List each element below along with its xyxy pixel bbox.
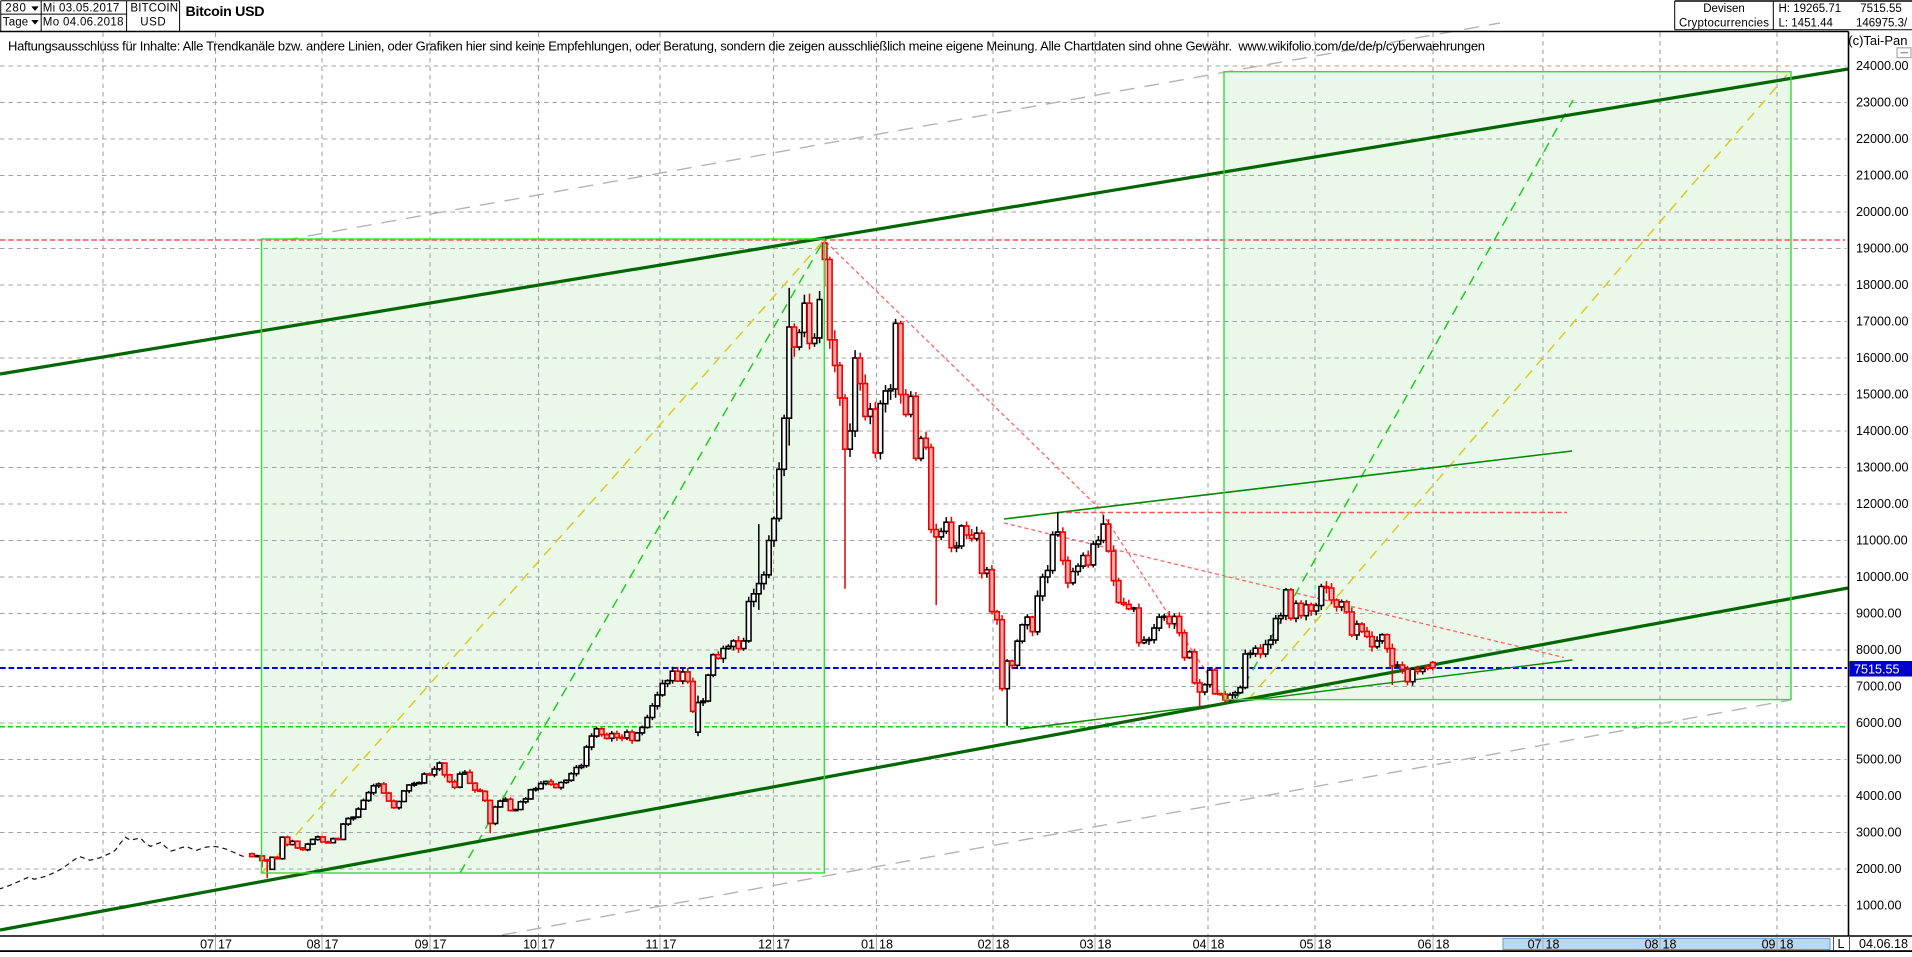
svg-text:Haftungsausschluss für Inhalte: Haftungsausschluss für Inhalte: Alle Tre… [8,39,1485,54]
svg-text:09: 09 [415,938,429,952]
svg-text:18: 18 [1663,938,1677,952]
svg-text:7515.55: 7515.55 [1860,3,1902,15]
svg-text:280: 280 [5,3,26,15]
svg-text:10000.00: 10000.00 [1856,570,1909,584]
svg-text:7515.55: 7515.55 [1854,663,1900,677]
svg-text:L: 1451.44: L: 1451.44 [1779,18,1834,30]
svg-text:20000.00: 20000.00 [1856,205,1909,219]
svg-text:17: 17 [218,938,232,952]
svg-text:146975.3/: 146975.3/ [1856,18,1908,30]
svg-text:21000.00: 21000.00 [1856,169,1909,183]
svg-text:08: 08 [307,938,321,952]
svg-text:USD: USD [140,17,165,29]
svg-text:12000.00: 12000.00 [1856,497,1909,511]
svg-text:L: L [1837,937,1844,951]
svg-text:18: 18 [1780,938,1794,952]
svg-text:09: 09 [1762,938,1776,952]
svg-text:07: 07 [200,938,214,952]
svg-text:Mi 03.05.2017: Mi 03.05.2017 [43,3,120,15]
svg-text:17: 17 [541,938,555,952]
svg-text:24000.00: 24000.00 [1856,59,1909,73]
svg-text:17: 17 [433,938,447,952]
svg-text:18: 18 [879,938,893,952]
svg-text:17: 17 [663,938,677,952]
svg-text:11: 11 [646,938,659,952]
svg-text:08: 08 [1645,938,1659,952]
svg-text:BITCOIN: BITCOIN [130,3,178,15]
svg-text:07: 07 [1528,938,1542,952]
svg-text:18: 18 [1098,938,1112,952]
svg-text:03: 03 [1080,938,1094,952]
svg-text:8000.00: 8000.00 [1856,643,1902,657]
svg-text:04: 04 [1193,938,1207,952]
svg-text:22000.00: 22000.00 [1856,132,1909,146]
svg-text:15000.00: 15000.00 [1856,388,1909,402]
svg-text:16000.00: 16000.00 [1856,351,1909,365]
svg-text:17000.00: 17000.00 [1856,315,1909,329]
svg-text:11000.00: 11000.00 [1856,534,1908,548]
svg-text:18: 18 [1318,938,1332,952]
svg-text:Devisen: Devisen [1703,3,1745,15]
svg-text:Tage: Tage [3,17,28,29]
svg-text:1000.00: 1000.00 [1856,899,1902,913]
svg-text:9000.00: 9000.00 [1856,607,1902,621]
svg-text:18000.00: 18000.00 [1856,278,1909,292]
svg-text:Bitcoin USD: Bitcoin USD [186,4,265,20]
svg-text:Mo 04.06.2018: Mo 04.06.2018 [43,17,124,29]
svg-text:18: 18 [1546,938,1560,952]
svg-text:13000.00: 13000.00 [1856,461,1909,475]
svg-text:5000.00: 5000.00 [1856,753,1902,767]
svg-text:10: 10 [523,938,537,952]
svg-text:18: 18 [996,938,1010,952]
svg-text:Cryptocurrencies: Cryptocurrencies [1679,18,1769,30]
svg-text:18: 18 [1436,938,1450,952]
svg-text:04.06.18: 04.06.18 [1859,937,1908,951]
svg-text:02: 02 [978,938,992,952]
svg-text:19000.00: 19000.00 [1856,242,1909,256]
svg-text:17: 17 [776,938,790,952]
svg-text:17: 17 [325,938,339,952]
svg-text:23000.00: 23000.00 [1856,96,1909,110]
svg-text:4000.00: 4000.00 [1856,789,1902,803]
svg-text:(c)Tai-Pan: (c)Tai-Pan [1848,33,1907,48]
svg-text:12: 12 [758,938,772,952]
svg-text:7000.00: 7000.00 [1856,680,1902,694]
svg-text:18: 18 [1211,938,1225,952]
svg-text:06: 06 [1418,938,1432,952]
svg-text:2000.00: 2000.00 [1856,862,1902,876]
svg-text:14000.00: 14000.00 [1856,424,1909,438]
svg-text:05: 05 [1300,938,1314,952]
svg-text:6000.00: 6000.00 [1856,716,1902,730]
svg-text:3000.00: 3000.00 [1856,826,1902,840]
svg-text:H: 19265.71: H: 19265.71 [1779,3,1842,15]
svg-text:01: 01 [861,938,875,952]
